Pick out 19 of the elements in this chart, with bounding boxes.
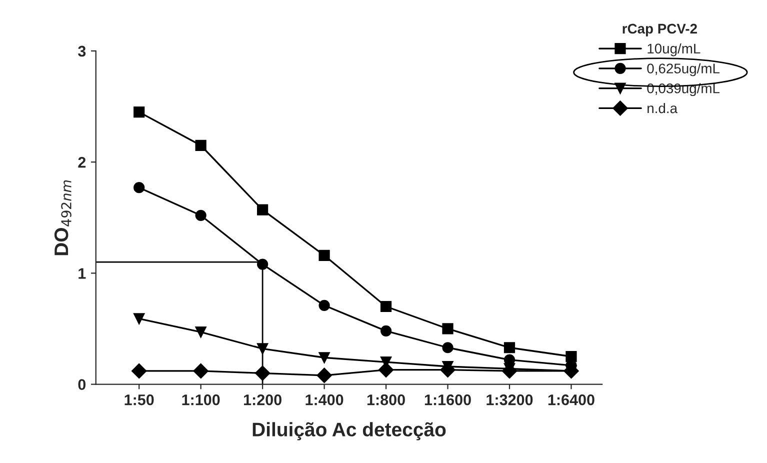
y-tick-label: 2 (78, 156, 86, 168)
legend-label: 0,039ug/mL (647, 83, 720, 96)
x-tick-label: 1:800 (367, 394, 405, 406)
y-tick-label: 1 (78, 268, 86, 279)
y-tick-label: 0 (78, 379, 86, 390)
x-tick-label: 1:200 (244, 394, 282, 406)
legend-label: 10ug/mL (648, 43, 700, 56)
x-tick-label: 1:50 (124, 394, 154, 406)
x-tick-label: 1:3200 (486, 394, 533, 406)
y-axis-title: DO$_{492nm}$ (54, 180, 72, 256)
legend-label: n.d.a (648, 102, 678, 114)
x-tick-label: 1:400 (306, 394, 344, 406)
x-tick-label: 1:6400 (548, 394, 594, 406)
x-tick-label: 1:100 (182, 394, 220, 406)
legend-label: 0,625ug/mL (647, 63, 720, 76)
y-tick-label: 3 (78, 46, 86, 57)
x-tick-label: 1:1600 (424, 394, 471, 406)
x-axis-title: Diluição Ac detecção (252, 422, 446, 440)
legend-title: rCap PCV-2 (622, 24, 697, 36)
